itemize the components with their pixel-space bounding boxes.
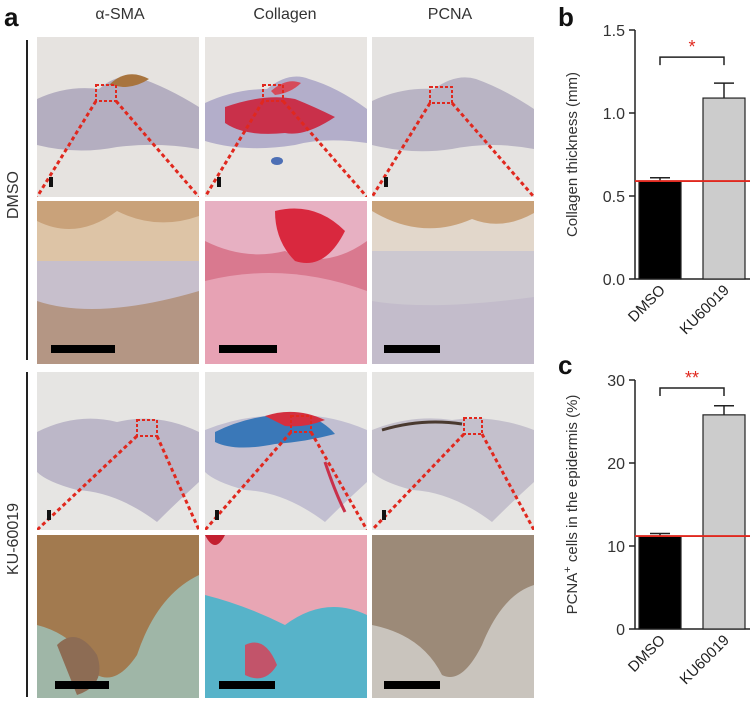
ku-row-bracket (26, 372, 28, 697)
micrograph-ku60019-asma-zoom (37, 535, 199, 698)
micrograph-ku60019-collagen-zoom (205, 535, 367, 698)
bar-dmso (638, 180, 682, 280)
y-tick-label: 10 (607, 539, 625, 556)
significance-label: ** (685, 368, 699, 388)
micrograph-dmso-asma-overview (37, 37, 199, 197)
x-category-label: DMSO (625, 632, 669, 676)
x-category-label: KU60019 (677, 282, 733, 338)
micrograph-dmso-collagen-overview (205, 37, 367, 197)
y-axis-title: Collagen thickness (mm) (564, 72, 581, 237)
bar-dmso (638, 535, 682, 630)
y-tick-label: 1.5 (603, 23, 625, 40)
significance-label: * (688, 37, 695, 57)
column-header-pcna: PCNA (427, 6, 473, 23)
significance-bracket (659, 387, 725, 396)
panel-a-letter: a (4, 2, 19, 32)
x-category-label: KU60019 (677, 632, 733, 688)
row-label-dmso: DMSO (5, 171, 22, 219)
micrograph-ku60019-pcna-overview (372, 372, 534, 530)
micrograph-dmso-collagen-zoom (205, 201, 367, 364)
panel-c-letter: c (558, 350, 573, 380)
micrograph-dmso-pcna-overview (372, 37, 534, 197)
column-header-asma: α-SMA (95, 6, 145, 23)
significance-bracket (659, 56, 725, 66)
y-tick-label: 0.5 (603, 189, 625, 206)
micrograph-ku60019-asma-overview (37, 372, 199, 530)
dmso-row-bracket (26, 40, 28, 360)
micrograph-dmso-asma-zoom (37, 201, 199, 364)
micrograph-ku60019-pcna-zoom (372, 535, 534, 698)
micrograph-ku60019-collagen-overview (205, 372, 367, 530)
y-axis-title: PCNA+ cells in the epidermis (%) (562, 395, 581, 615)
panel-b-letter: b (558, 2, 574, 32)
bar-chart-pcna-cells: 0 10 20 30 PCNA+ cells in the epidermis (%) D… (562, 368, 750, 688)
y-tick-label: 1.0 (603, 106, 625, 123)
column-header-collagen: Collagen (253, 6, 317, 23)
bar-ku60019 (702, 414, 746, 630)
y-tick-label: 20 (607, 456, 625, 473)
bar-ku60019 (702, 97, 746, 280)
y-tick-label: 0 (616, 622, 625, 639)
micrograph-dmso-pcna-zoom (372, 201, 534, 364)
bar-chart-collagen-thickness: 0.0 0.5 1.0 1.5 Collagen thickness (mm) DMSO K… (564, 23, 750, 338)
y-tick-label: 0.0 (603, 272, 625, 289)
x-category-label: DMSO (625, 282, 669, 326)
row-label-ku60019: KU-60019 (5, 502, 22, 576)
y-tick-label: 30 (607, 373, 625, 390)
